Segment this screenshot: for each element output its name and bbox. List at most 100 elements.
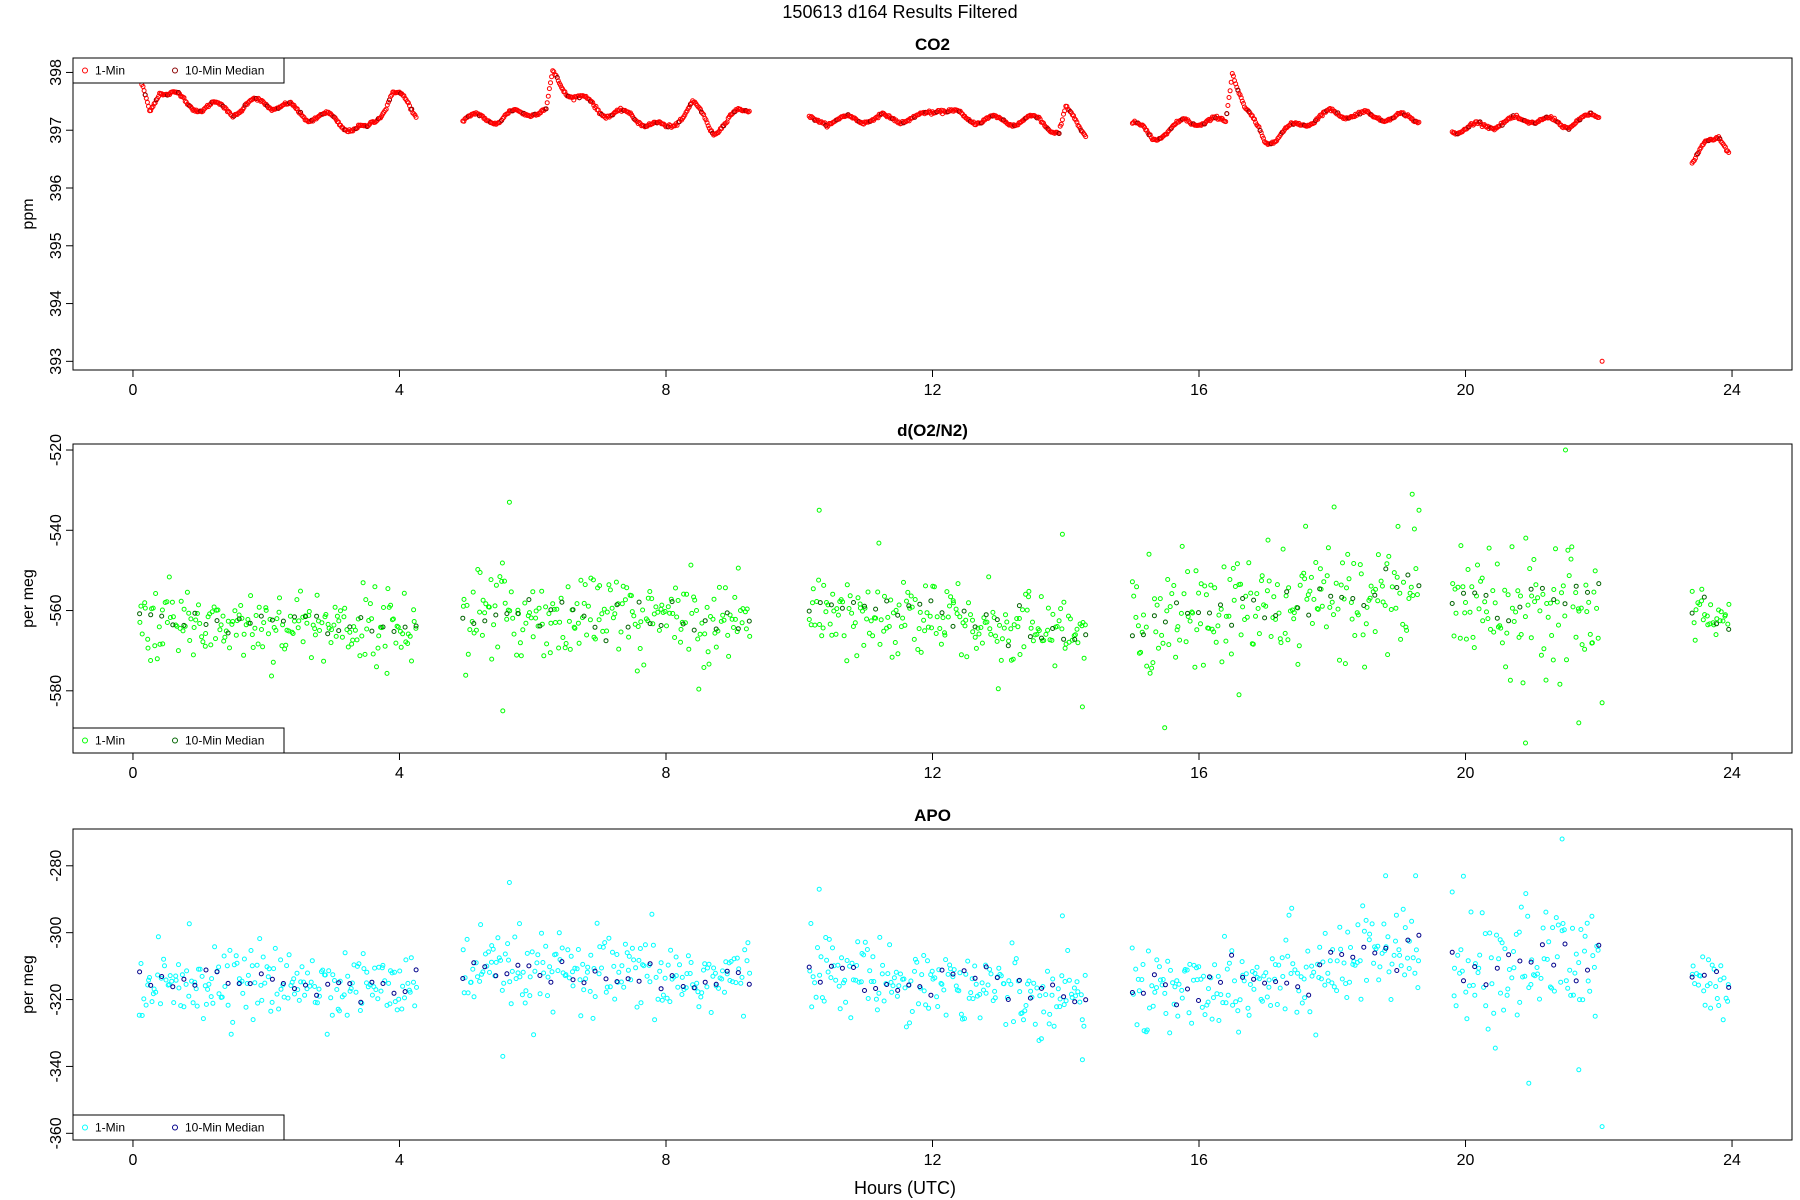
o2n2-1min-point [612, 611, 618, 617]
o2n2-1min-point [601, 606, 607, 612]
apo-1min-point [812, 980, 818, 986]
o2n2-1min-point [1360, 632, 1366, 638]
apo-1min-point [1375, 943, 1381, 949]
o2n2-1min-point [667, 610, 673, 616]
apo-1min-point [480, 969, 486, 975]
co2-1min-point [1037, 116, 1043, 122]
o2n2-1min-point [810, 600, 815, 606]
apo-median-point [873, 986, 879, 991]
apo-1min-point [923, 1002, 929, 1008]
o2n2-1min-point [256, 604, 262, 610]
o2n2-1min-point [238, 603, 244, 608]
o2n2-1min-point [821, 582, 827, 588]
apo-1min-point [1591, 964, 1597, 970]
o2n2-1min-point [470, 589, 476, 595]
o2n2-1min-point [1557, 681, 1563, 687]
o2n2-median-point [1240, 596, 1246, 601]
o2n2-1min-point [1133, 614, 1139, 620]
o2n2-median-point [994, 617, 1000, 623]
apo-1min-point [527, 993, 533, 999]
apo-1min-point [407, 989, 413, 995]
o2n2-1min-point [1054, 624, 1060, 629]
apo-median-point [380, 981, 386, 986]
o2n2-1min-point [1297, 582, 1303, 588]
o2n2-1min-point [896, 602, 902, 608]
o2n2-1min-point [1595, 635, 1601, 641]
apo-1min-point [849, 960, 855, 966]
apo-1min-point [1062, 979, 1068, 984]
apo-median-point [1416, 932, 1422, 938]
co2-1min-point [1327, 106, 1333, 111]
o2n2-1min-point [1507, 677, 1513, 683]
o2n2-1min-point [1244, 614, 1250, 620]
o2n2-1min-point [721, 617, 727, 623]
o2n2-1min-point [1525, 602, 1531, 608]
o2n2-1min-point [902, 622, 908, 628]
o2n2-1min-point [347, 629, 353, 635]
o2n2-1min-point [1397, 590, 1403, 596]
apo-1min-point [874, 1007, 880, 1013]
apo-1min-point [587, 988, 593, 994]
apo-1min-point [1189, 1020, 1195, 1026]
apo-1min-point [1316, 975, 1322, 980]
o2n2-1min-point [181, 606, 187, 612]
o2n2-1min-point [1513, 609, 1519, 615]
o2n2-1min-point [912, 597, 918, 602]
o2n2-1min-point [1469, 584, 1475, 590]
apo-median-point [1562, 941, 1568, 947]
o2n2-1min-point [1015, 624, 1021, 630]
o2n2-1min-point [1173, 654, 1179, 660]
o2n2-1min-point [1028, 625, 1034, 631]
co2-1min-point [384, 102, 390, 108]
o2n2-1min-point [827, 621, 833, 627]
o2n2-1min-point [981, 615, 987, 621]
apo-1min-point [1488, 955, 1494, 961]
apo-1min-point [345, 973, 351, 979]
apo-1min-point [194, 1003, 200, 1009]
apo-1min-point [815, 945, 820, 951]
o2n2-1min-point [1179, 543, 1185, 549]
apo-1min-point [655, 996, 661, 1002]
o2n2-1min-point [1319, 603, 1325, 609]
apo-1min-point [299, 964, 305, 970]
apo-1min-point [701, 967, 706, 973]
apo-1min-point [992, 988, 998, 994]
o2n2-1min-point [1492, 600, 1498, 606]
apo-1min-point [987, 966, 993, 972]
apo-1min-point [1696, 982, 1701, 988]
o2n2-1min-point [227, 645, 232, 651]
o2n2-outlier-point [1523, 740, 1528, 746]
o2n2-1min-point [1069, 637, 1075, 643]
apo-1min-point [861, 952, 867, 958]
apo-median-point [1140, 990, 1146, 996]
o2n2-1min-point [1503, 664, 1509, 670]
co2-1min-point [1027, 112, 1033, 118]
o2n2-1min-point [924, 610, 930, 616]
o2n2-1min-point [1131, 593, 1137, 599]
o2n2-1min-point [1030, 619, 1035, 625]
o2n2-1min-point [1164, 608, 1170, 614]
o2n2-median-point [170, 622, 176, 628]
apo-1min-point [1592, 1013, 1598, 1019]
o2n2-1min-point [370, 651, 376, 657]
apo-1min-point [309, 958, 315, 964]
o2n2-1min-point [1502, 587, 1508, 593]
apo-1min-point [555, 968, 561, 974]
apo-1min-point [1305, 948, 1311, 954]
o2n2-median-point [658, 623, 664, 628]
apo-1min-point [324, 1031, 330, 1037]
co2-1min-point [705, 123, 711, 129]
apo-1min-point [1282, 1006, 1288, 1012]
o2n2-1min-point [1416, 507, 1422, 513]
apo-1min-point [1170, 980, 1176, 986]
o2n2-1min-point [477, 570, 483, 575]
apo-1min-point [1237, 997, 1243, 1003]
apo-median-point [181, 976, 187, 982]
apo-1min-point [742, 947, 748, 953]
co2-1min-point [894, 119, 900, 125]
o2n2-median-point [1072, 636, 1078, 642]
apo-1min-point [1707, 981, 1713, 987]
apo-1min-point [138, 961, 144, 966]
apo-1min-point [679, 974, 685, 980]
o2n2-1min-point [819, 633, 825, 639]
